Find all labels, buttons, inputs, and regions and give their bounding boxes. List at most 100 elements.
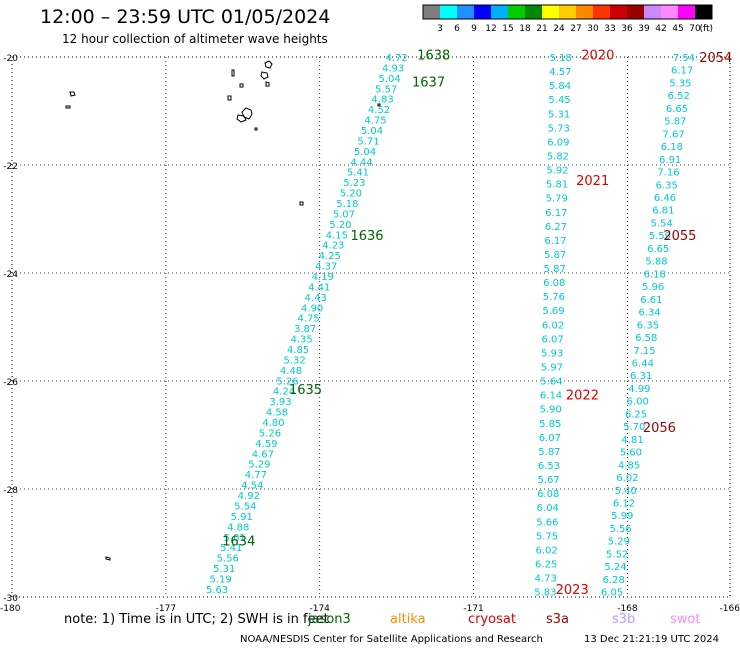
- colorbar-tick-label: 21: [536, 24, 547, 34]
- wave-height-label: 5.87: [538, 447, 560, 458]
- wave-height-label: 5.54: [234, 501, 256, 512]
- timestamp: 13 Dec 21:21:19 UTC 2024: [584, 634, 719, 645]
- y-tick-label: -30: [3, 594, 18, 604]
- wave-height-label: 5.24: [604, 562, 626, 573]
- wave-height-label: 4.58: [266, 408, 288, 419]
- mission-legend-altika: altika: [390, 612, 426, 627]
- wave-height-label: 6.09: [547, 137, 569, 148]
- wave-height-label: 4.81: [621, 435, 643, 446]
- pass-number-label: 1636: [350, 229, 383, 244]
- x-tick-label: -171: [463, 604, 483, 614]
- wave-height-label: 4.80: [262, 418, 284, 429]
- colorbar-tick-label: 24: [553, 24, 565, 34]
- wave-height-label: 4.99: [628, 384, 650, 395]
- wave-height-label: 5.87: [664, 117, 686, 128]
- wave-height-label: 5.87: [544, 250, 566, 261]
- colorbar-swatch: [491, 5, 508, 19]
- island-shape: [65, 60, 381, 561]
- colorbar-tick-label: 9: [471, 24, 477, 34]
- wave-height-label: 4.67: [252, 449, 274, 460]
- wave-height-label: 7.16: [657, 168, 679, 179]
- wave-height-label: 5.20: [340, 189, 362, 200]
- wave-height-label: 5.29: [608, 537, 630, 548]
- colorbar-tick-label: 15: [502, 24, 513, 34]
- mission-legend-s3b: s3b: [612, 612, 636, 627]
- wave-height-label: 4.48: [280, 366, 302, 377]
- wave-height-label: 4.59: [255, 439, 277, 450]
- wave-height-label: 3.93: [269, 397, 291, 408]
- colorbar-swatch: [525, 5, 542, 19]
- pass-number-label: 1638: [417, 48, 450, 63]
- wave-height-label: 6.65: [647, 244, 669, 255]
- wave-height-label: 6.46: [654, 193, 676, 204]
- wave-height-label: 5.96: [642, 282, 664, 293]
- wave-height-label: 5.85: [539, 419, 561, 430]
- wave-height-label: 6.34: [639, 308, 661, 319]
- wave-height-label: 5.31: [548, 109, 570, 120]
- x-tick-label: -168: [617, 604, 638, 614]
- wave-height-label: 5.97: [541, 363, 563, 374]
- wave-height-label: 6.61: [640, 295, 662, 306]
- wave-height-label: 7.67: [662, 129, 684, 140]
- wave-height-label: 5.20: [329, 220, 351, 231]
- wave-height-label: 4.24: [273, 387, 295, 398]
- colorbar-tick-label: 18: [519, 24, 531, 34]
- wave-height-label: 5.69: [542, 306, 564, 317]
- colorbar-legend: 3 6 9 12 15 18 21 24 27 30 33 36 39 42 45 70(ft): [422, 4, 713, 34]
- wave-height-label: 5.60: [620, 448, 642, 459]
- wave-height-label: 4.15: [326, 230, 348, 241]
- wave-height-label: 4.54: [241, 481, 263, 492]
- colorbar-border: [422, 4, 713, 20]
- wave-height-label: 5.90: [540, 405, 562, 416]
- wave-height-label: 5.45: [548, 95, 570, 106]
- pass-number-label: 2055: [663, 229, 696, 244]
- wave-height-label: 6.44: [632, 358, 654, 369]
- pass-number-label: 2054: [699, 51, 732, 66]
- wave-height-label: 6.35: [656, 180, 678, 191]
- y-tick-label: -26: [3, 378, 18, 388]
- colorbar-swatch: [593, 5, 610, 19]
- wave-height-label: 4.44: [350, 157, 372, 168]
- colorbar-tick-label: 39: [638, 24, 650, 34]
- wave-height-tracks: 5.635.195.315.565.415.014.885.915.544.92…: [206, 53, 695, 599]
- wave-height-label: 5.76: [543, 292, 565, 303]
- wave-height-label: 5.59: [649, 231, 671, 242]
- wave-height-label: 5.32: [283, 355, 305, 366]
- wave-height-label: 5.91: [231, 512, 253, 523]
- pass-annotations: 1638 1637 1636 1635 1634 2020 2021 2022 2023 2054…: [222, 48, 732, 598]
- wave-height-label: 4.77: [245, 470, 267, 481]
- wave-height-label: 5.56: [217, 554, 239, 565]
- wave-height-label: 5.26: [259, 428, 281, 439]
- chart-subtitle: 12 hour collection of altimeter wave hei…: [62, 32, 328, 46]
- colorbar-tick-label: 6: [454, 24, 460, 34]
- colorbar-swatch: [542, 5, 559, 19]
- y-tick-label: -20: [3, 54, 18, 64]
- wave-height-label: 4.43: [305, 293, 327, 304]
- wave-height-label: 5.29: [248, 460, 270, 471]
- wave-height-label: 5.54: [650, 218, 672, 229]
- wave-height-label: 6.31: [630, 371, 652, 382]
- footer-note: note: 1) Time is in UTC; 2) SWH is in fe…: [64, 612, 329, 627]
- wave-height-label: 6.81: [652, 206, 674, 217]
- wave-height-label: 5.04: [354, 147, 376, 158]
- wave-height-label: 5.41: [347, 168, 369, 179]
- x-tick-label: -180: [0, 604, 21, 614]
- pass-number-label: 2023: [556, 583, 589, 598]
- y-tick-label: -24: [3, 270, 18, 280]
- wave-height-label: 4.85: [618, 460, 640, 471]
- wave-height-label: 4.73: [535, 574, 557, 585]
- colorbar-swatch: [610, 5, 627, 19]
- colorbar-swatch: [559, 5, 576, 19]
- colorbar-tick-label: 42: [655, 24, 666, 34]
- wave-height-label: 6.17: [544, 236, 566, 247]
- y-tick-label: -28: [3, 486, 18, 496]
- wave-height-label: 4.93: [382, 63, 404, 74]
- track-s3a: 6.05 6.28 5.24 5.525.29 5.56 5.996.12 5.40 6.02…: [601, 53, 695, 599]
- colorbar-tick-label: 3: [437, 24, 443, 34]
- wave-height-label: 5.81: [546, 180, 568, 191]
- wave-height-label: 6.08: [543, 278, 565, 289]
- wave-height-label: 6.02: [542, 320, 564, 331]
- wave-height-label: 5.88: [645, 257, 667, 268]
- colorbar-swatch: [661, 5, 678, 19]
